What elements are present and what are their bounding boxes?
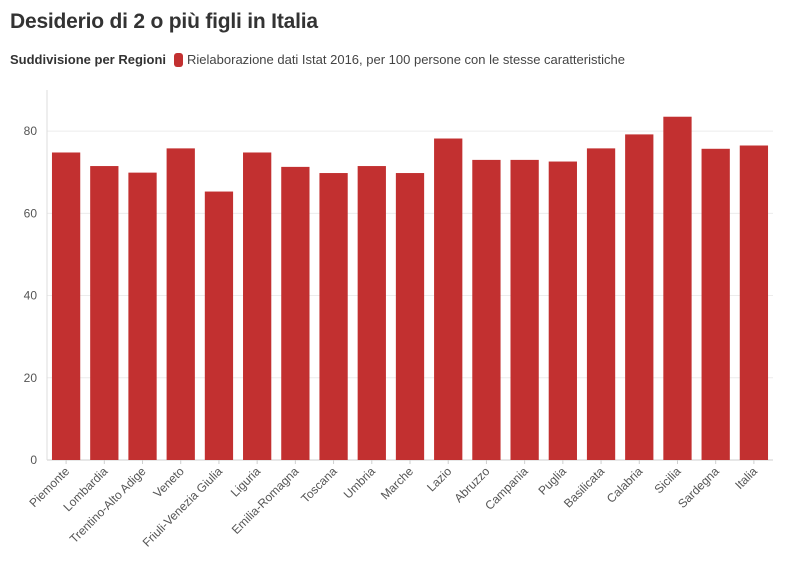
bar-friuli-venezia-giulia[interactable] [204, 191, 234, 461]
bar-sardegna[interactable] [701, 148, 730, 461]
legend-series-label[interactable]: Rielaborazione dati Istat 2016, per 100 … [187, 52, 625, 67]
x-tick-label: Puglia [535, 464, 569, 498]
bar-basilicata[interactable] [586, 148, 616, 460]
legend-title: Suddivisione per Regioni [10, 52, 167, 67]
bar-sicilia[interactable] [663, 116, 692, 460]
y-axis: 0 20 40 60 80 [24, 90, 48, 467]
bar-calabria[interactable] [625, 134, 654, 460]
bar-liguria[interactable] [243, 152, 272, 460]
bar-abruzzo[interactable] [472, 159, 501, 460]
bar-italia[interactable] [739, 145, 769, 461]
x-tick-label: Sicilia [652, 464, 684, 496]
y-tick-label-20: 20 [24, 371, 38, 385]
y-tick-label-80: 80 [24, 124, 38, 138]
bar-veneto[interactable] [166, 148, 195, 460]
bar-trentino-alto-adige[interactable] [128, 172, 157, 460]
bar-lombardia[interactable] [90, 166, 119, 461]
x-tick-label: Emilia-Romagna [229, 464, 302, 537]
x-tick-label: Italia [732, 464, 760, 492]
x-tick-label: Veneto [151, 464, 188, 501]
x-tick-label: Umbria [341, 464, 378, 501]
bars [51, 116, 769, 461]
x-tick-label: Sardegna [675, 464, 722, 511]
x-tick-label: Toscana [298, 464, 340, 506]
bar-umbria[interactable] [357, 166, 386, 461]
bar-emilia-romagna[interactable] [281, 166, 310, 460]
bar-toscana[interactable] [319, 173, 348, 461]
x-tick-label: Liguria [228, 464, 264, 500]
x-tick-label: Marche [378, 464, 416, 502]
y-tick-label-40: 40 [24, 289, 38, 303]
bar-lazio[interactable] [434, 138, 463, 460]
x-tick-label: Calabria [604, 464, 646, 506]
legend: Suddivisione per Regioni Rielaborazione … [10, 52, 625, 67]
x-tick-label: Lazio [424, 464, 454, 494]
bar-campania[interactable] [510, 159, 539, 460]
legend-swatch[interactable] [174, 52, 184, 67]
bar-marche[interactable] [395, 173, 425, 461]
y-tick-label-60: 60 [24, 206, 38, 220]
bar-puglia[interactable] [548, 161, 577, 461]
x-tick-label: Basilicata [561, 464, 607, 510]
y-tick-label-0: 0 [30, 453, 37, 467]
chart-title: Desiderio di 2 o più figli in Italia [10, 10, 318, 33]
bar-piemonte[interactable] [51, 152, 81, 460]
